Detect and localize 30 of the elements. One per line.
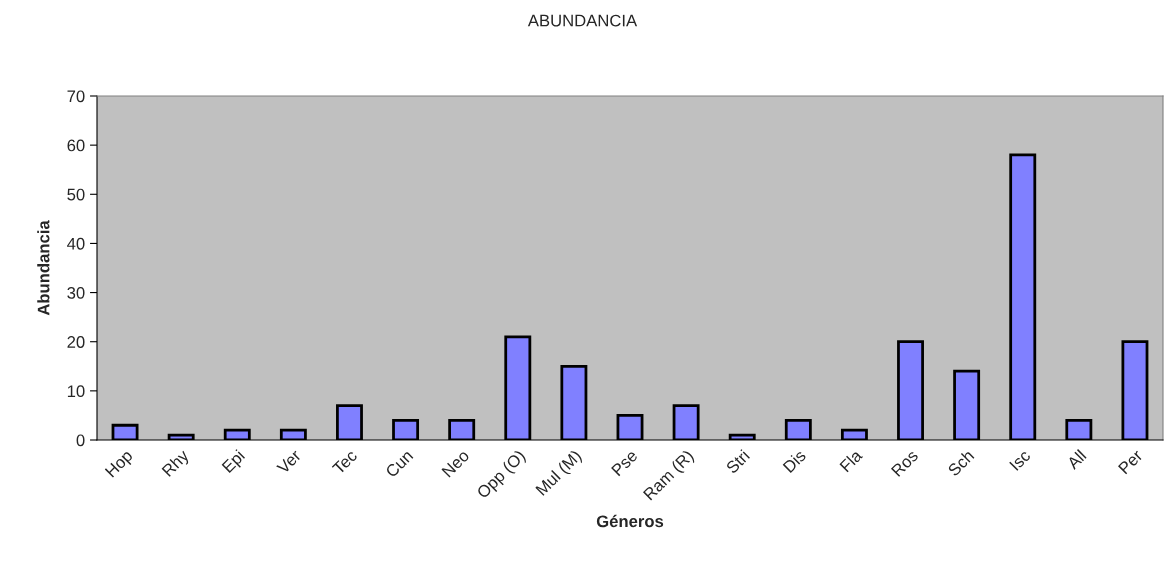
y-tick-label: 30 (67, 286, 85, 299)
x-tick-label: Cun (384, 449, 414, 479)
x-tick-label: Isc (1009, 449, 1032, 471)
x-tick-label: Dis (782, 448, 807, 474)
x-tick-label: Stri (725, 449, 751, 475)
x-tick-label: Epi (221, 449, 248, 476)
chart-title: ABUNDANCIA (527, 14, 638, 27)
x-axis-title: Géneros (596, 514, 664, 528)
x-tick-label: All (1065, 449, 1087, 470)
y-tick-label: 40 (67, 237, 85, 250)
x-tick-label: Fla (839, 448, 864, 473)
y-tick-label: 10 (67, 385, 85, 398)
y-tick-label: 20 (67, 336, 85, 348)
y-tick-label: 50 (67, 188, 85, 201)
y-tick-label: 60 (67, 139, 85, 152)
x-tick-label: Hop (104, 449, 136, 480)
x-tick-label: Ram (R) (642, 449, 697, 503)
y-tick-label: 70 (67, 90, 85, 103)
y-axis-title: Abundancia (37, 220, 50, 316)
y-tick-label: 0 (76, 434, 85, 447)
x-tick-label: Neo (441, 449, 470, 478)
x-tick-label: Mul (M) (534, 449, 585, 499)
x-tick-label: Per (1118, 448, 1144, 475)
x-tick-label: Sch (946, 449, 975, 477)
x-tick-label: Pse (611, 449, 639, 477)
x-tick-label: Ros (890, 449, 919, 477)
x-tick-label: Rhy (161, 448, 193, 480)
x-tick-label: Opp (O) (475, 449, 529, 502)
x-tick-label: Ver (276, 448, 302, 475)
x-tick-label: Tec (331, 449, 358, 476)
